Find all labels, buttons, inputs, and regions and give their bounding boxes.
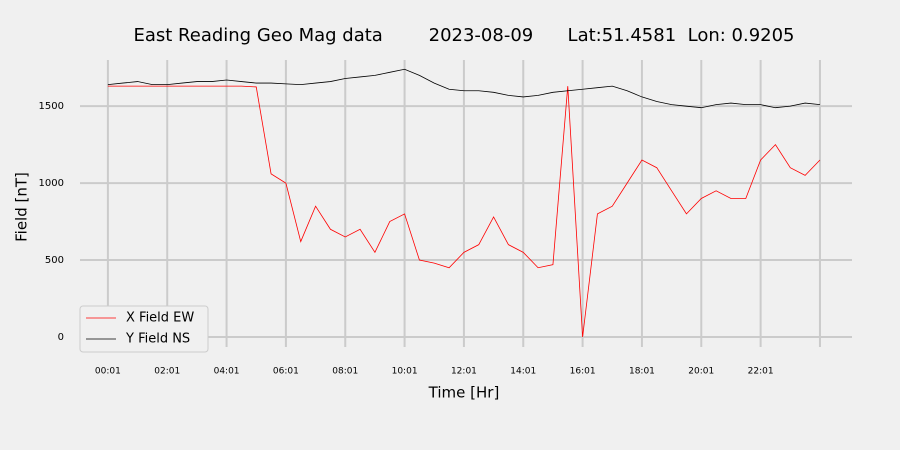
chart-title: East Reading Geo Mag data 2023-08-09 Lat… (133, 25, 794, 46)
y-tick-label: 0 (58, 332, 64, 343)
y-tick-label: 1500 (39, 101, 64, 112)
x-tick-label: 02:01 (154, 367, 180, 377)
x-tick-label: 14:01 (510, 367, 536, 377)
x-tick-label: 00:01 (95, 367, 121, 377)
legend-label: Y Field NS (125, 332, 190, 347)
series-line (107, 85, 821, 338)
y-axis-label: Field [nT] (13, 172, 31, 242)
y-tick-label: 1000 (39, 178, 64, 189)
x-tick-label: 22:01 (748, 367, 774, 377)
x-tick-label: 04:01 (214, 367, 240, 377)
x-tick-label: 06:01 (273, 367, 299, 377)
x-tick-label: 10:01 (392, 367, 418, 377)
series-line (107, 68, 820, 109)
x-tick-label: 08:01 (332, 367, 358, 377)
x-tick-label: 12:01 (451, 367, 477, 377)
y-tick-label: 500 (45, 255, 64, 266)
x-tick-label: 16:01 (570, 367, 596, 377)
legend-label: X Field EW (126, 311, 194, 326)
x-axis-label: Time [Hr] (428, 384, 500, 402)
grid (80, 60, 852, 347)
legend-box (79, 305, 209, 353)
x-tick-label: 18:01 (629, 367, 655, 377)
x-tick-label: 20:01 (688, 367, 714, 377)
